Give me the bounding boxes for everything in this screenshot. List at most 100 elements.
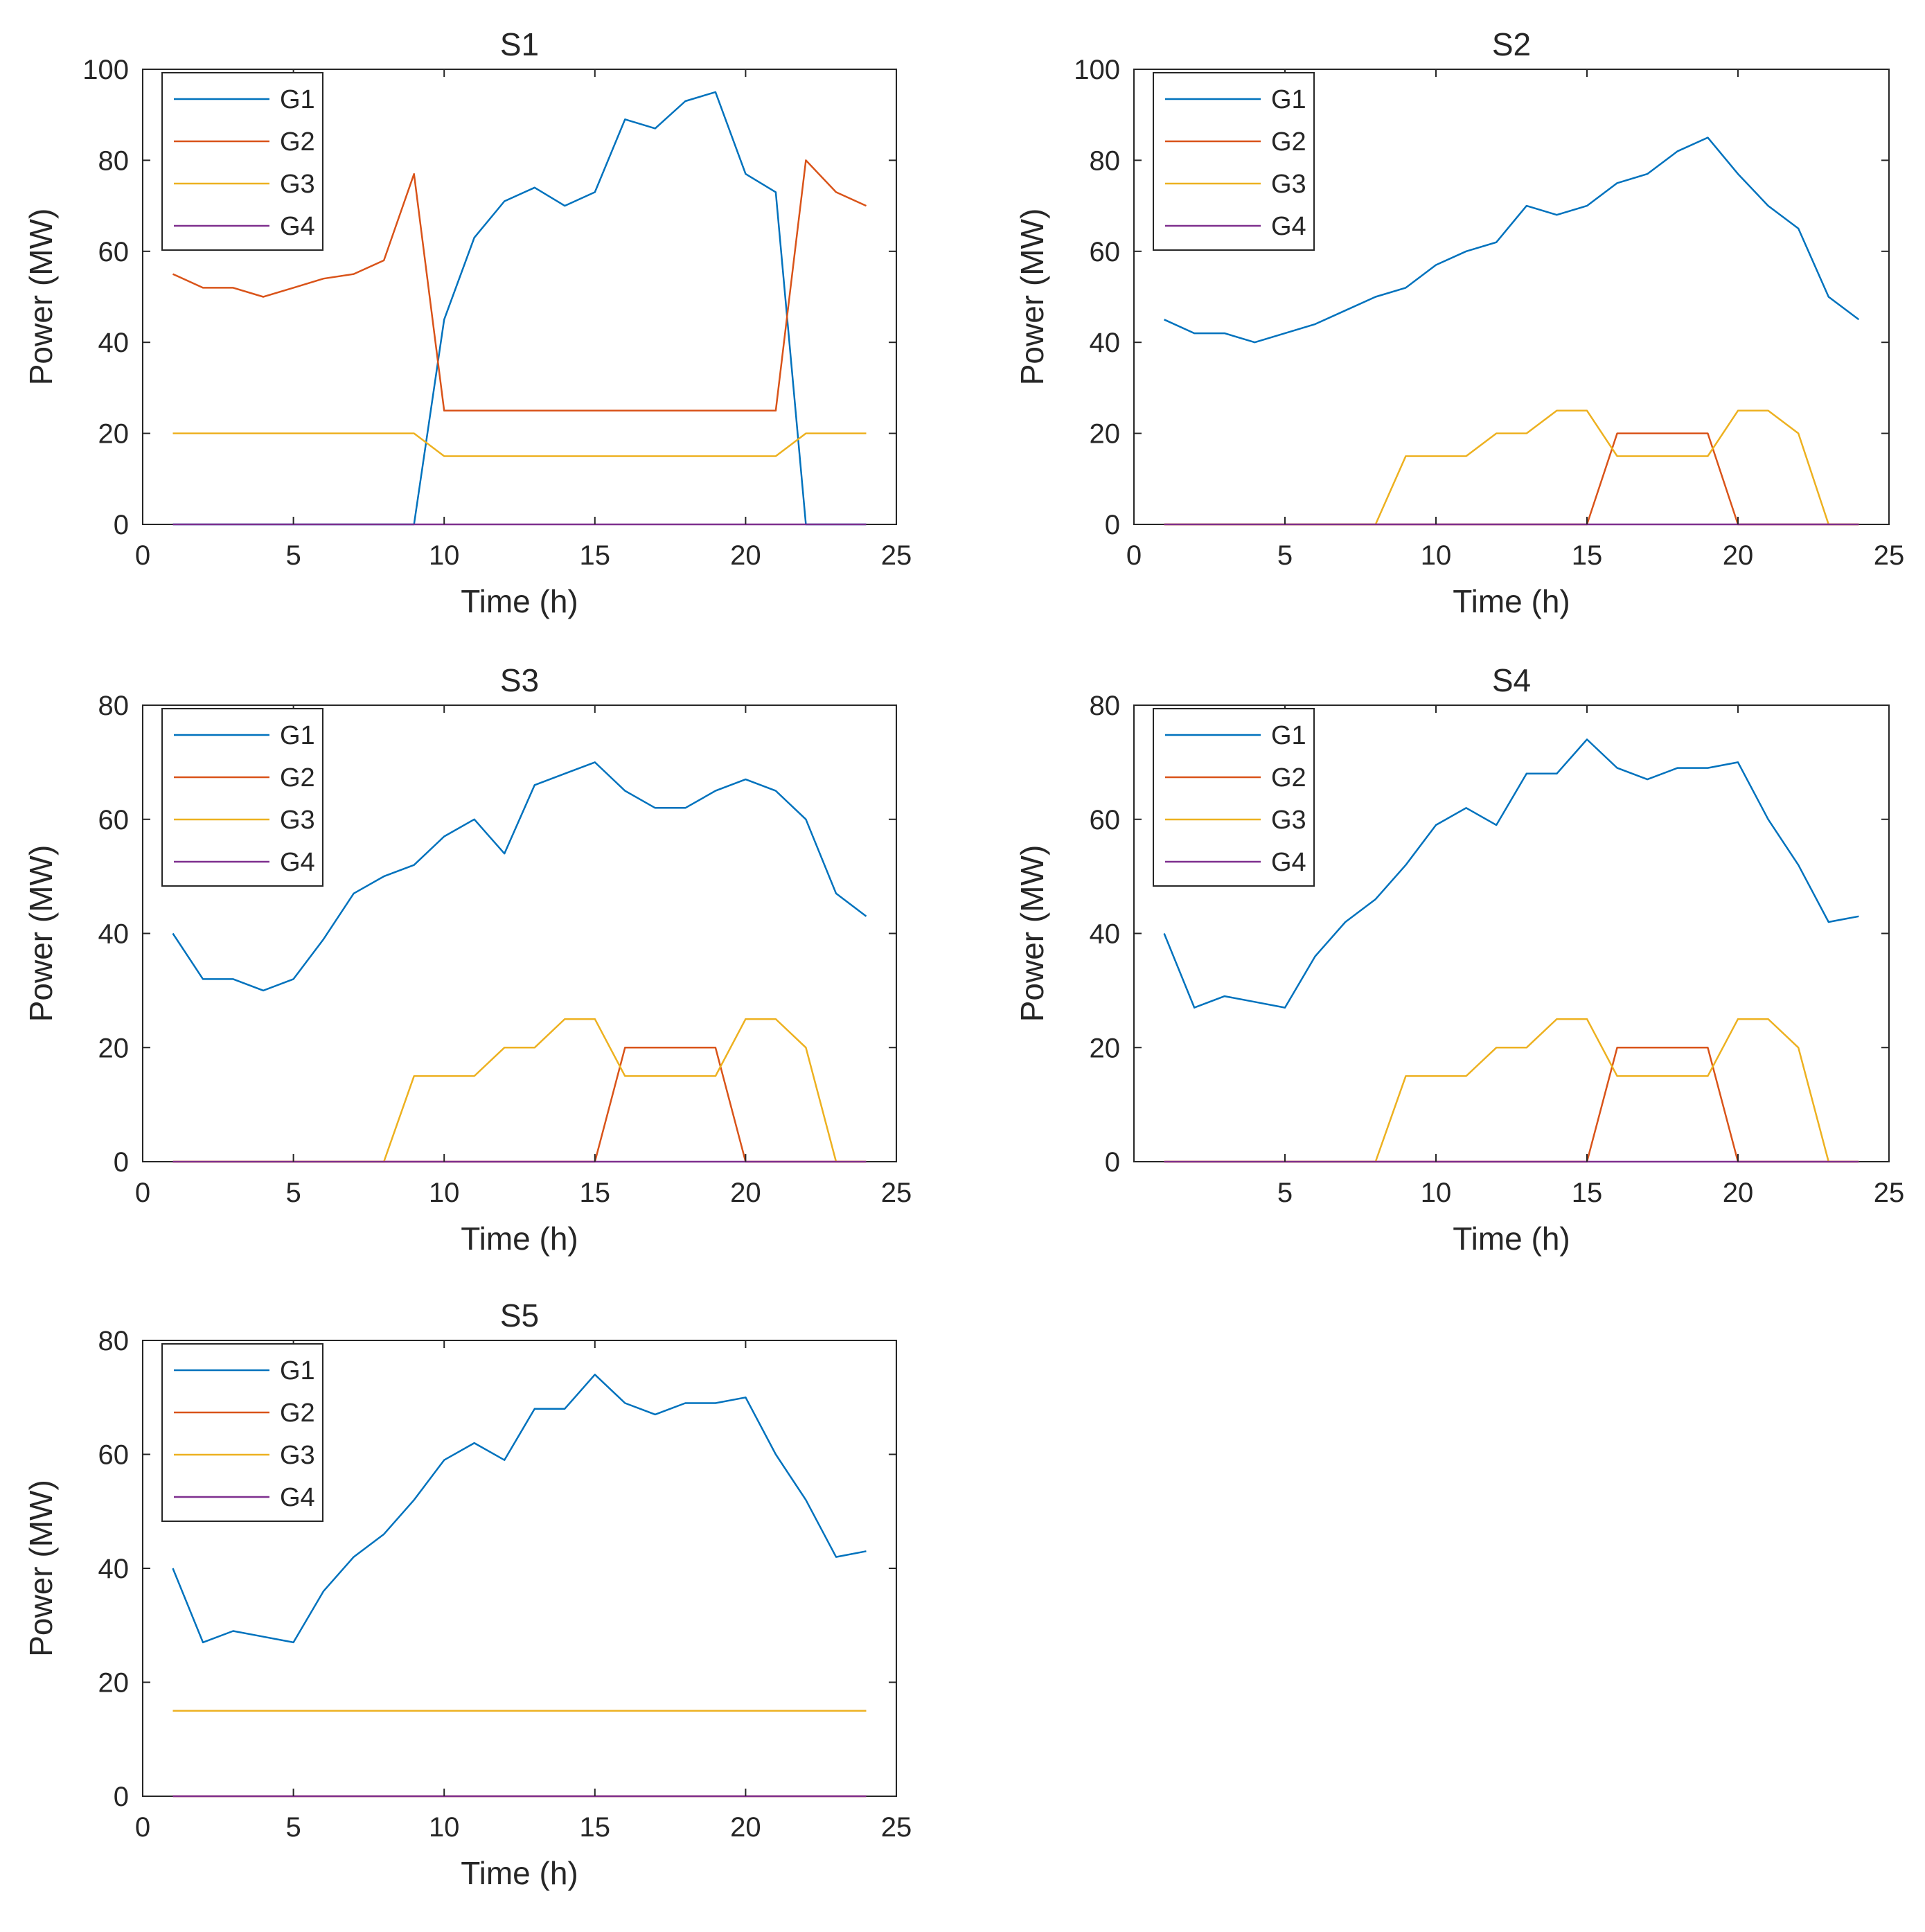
- y-tick-label: 0: [1105, 510, 1120, 540]
- legend-label-g4: G4: [1271, 848, 1306, 877]
- x-tick-label: 25: [881, 1812, 912, 1843]
- x-axis-label: Time (h): [1453, 1221, 1570, 1257]
- x-tick-label: 15: [580, 1812, 611, 1843]
- series-line-g1: [172, 1374, 867, 1644]
- x-tick-label: 20: [730, 1812, 761, 1843]
- y-tick-label: 20: [98, 419, 130, 450]
- x-tick-label: 25: [881, 540, 912, 571]
- y-tick-label: 40: [98, 1554, 130, 1584]
- x-tick-label: 15: [1572, 540, 1603, 571]
- x-tick-label: 5: [1277, 540, 1293, 571]
- series-line-g1: [1164, 136, 1860, 344]
- legend-label-g1: G1: [1271, 85, 1306, 114]
- x-tick-label: 15: [1572, 1178, 1603, 1208]
- legend-label-g3: G3: [1271, 806, 1306, 835]
- y-tick-label: 80: [1090, 691, 1121, 721]
- x-axis-label: Time (h): [461, 583, 578, 619]
- legend-label-g3: G3: [280, 806, 315, 835]
- chart-title: S3: [500, 662, 539, 698]
- legend-label-g4: G4: [280, 848, 315, 877]
- y-tick-label: 60: [1090, 805, 1121, 835]
- legend-label-g3: G3: [280, 170, 315, 199]
- x-tick-label: 15: [580, 1178, 611, 1208]
- legend-box: [161, 72, 323, 251]
- legend-label-g2: G2: [280, 127, 315, 157]
- y-tick-label: 80: [1090, 145, 1121, 176]
- x-tick-label: 25: [1874, 540, 1905, 571]
- y-tick-label: 0: [114, 510, 129, 540]
- y-tick-label: 20: [1090, 1033, 1121, 1063]
- chart-title: S2: [1492, 26, 1531, 62]
- y-tick-label: 0: [114, 1782, 129, 1812]
- y-tick-label: 0: [1105, 1147, 1120, 1178]
- legend-label-g1: G1: [280, 721, 315, 750]
- legend-label-g2: G2: [1271, 127, 1306, 157]
- legend-box: [161, 708, 323, 887]
- chart-panel-s1: 0 5 10 15 20 25 0 20 40 60 80 100 S1 Time (h) Power (M…: [23, 26, 912, 619]
- legend: G1 G2 G3 G4: [161, 72, 323, 251]
- chart-panel-s3: 0 5 10 15 20 25 0 20 40 60 80 S3 Time (h) Power (MW) G…: [23, 662, 912, 1257]
- y-tick-label: 0: [114, 1147, 129, 1178]
- x-tick-label: 10: [429, 1178, 460, 1208]
- x-tick-label: 20: [730, 540, 761, 571]
- legend-label-g4: G4: [280, 212, 315, 241]
- legend-label-g4: G4: [280, 1483, 315, 1512]
- series-line-g2: [172, 159, 867, 412]
- x-tick-label: 20: [730, 1178, 761, 1208]
- y-tick-label: 60: [98, 1440, 130, 1471]
- y-tick-label: 60: [98, 805, 130, 835]
- x-tick-label: 25: [1874, 1178, 1905, 1208]
- x-tick-label: 25: [881, 1178, 912, 1208]
- x-tick-label: 0: [1126, 540, 1142, 571]
- legend: G1 G2 G3 G4: [161, 708, 323, 887]
- y-axis-label: Power (MW): [23, 209, 59, 386]
- x-tick-label: 10: [429, 1812, 460, 1843]
- legend: G1 G2 G3 G4: [1153, 72, 1315, 251]
- legend-label-g1: G1: [1271, 721, 1306, 750]
- chart-panel-s2: 0 5 10 15 20 25 0 20 40 60 80 100 S2 Time (h) Power (M…: [1014, 26, 1904, 619]
- y-tick-label: 20: [1090, 419, 1121, 450]
- y-tick-label: 80: [98, 691, 130, 721]
- legend-box: [161, 1343, 323, 1522]
- legend: G1 G2 G3 G4: [1153, 708, 1315, 887]
- y-tick-label: 80: [98, 1326, 130, 1356]
- x-tick-label: 5: [285, 540, 301, 571]
- legend-label-g4: G4: [1271, 212, 1306, 241]
- x-tick-label: 10: [1421, 540, 1452, 571]
- series-line-g1: [1163, 738, 1859, 1009]
- legend-label-g2: G2: [280, 763, 315, 792]
- series-line-g3: [172, 432, 867, 457]
- y-tick-label: 60: [1090, 237, 1121, 267]
- chart-title: S1: [500, 26, 539, 62]
- legend-label-g2: G2: [280, 1399, 315, 1428]
- y-tick-label: 40: [1090, 328, 1121, 358]
- y-tick-label: 20: [98, 1668, 130, 1699]
- x-axis-label: Time (h): [461, 1221, 578, 1257]
- chart-title: S4: [1492, 662, 1531, 698]
- y-tick-label: 40: [98, 919, 130, 950]
- x-tick-label: 0: [135, 540, 150, 571]
- y-tick-label: 20: [98, 1033, 130, 1063]
- x-tick-label: 20: [1723, 1178, 1754, 1208]
- chart-panel-s4: 5 10 15 20 25 0 20 40 60 80 S4 Time (h) Power (MW) G1…: [1014, 662, 1904, 1257]
- legend-label-g1: G1: [280, 85, 315, 114]
- x-axis-label: Time (h): [461, 1855, 578, 1891]
- series-line-g1: [172, 761, 867, 992]
- legend-label-g2: G2: [1271, 763, 1306, 792]
- x-tick-label: 10: [429, 540, 460, 571]
- y-tick-label: 100: [82, 55, 129, 85]
- x-tick-label: 5: [1277, 1178, 1293, 1208]
- x-tick-label: 0: [135, 1178, 150, 1208]
- y-axis-label: Power (MW): [1014, 209, 1050, 386]
- chart-title: S5: [500, 1297, 539, 1333]
- legend: G1 G2 G3 G4: [161, 1343, 323, 1522]
- x-tick-label: 5: [285, 1178, 301, 1208]
- x-tick-label: 5: [285, 1812, 301, 1843]
- y-axis-label: Power (MW): [1014, 845, 1050, 1022]
- legend-label-g3: G3: [280, 1441, 315, 1470]
- legend-label-g1: G1: [280, 1356, 315, 1385]
- x-tick-label: 20: [1723, 540, 1754, 571]
- legend-box: [1153, 708, 1315, 887]
- y-axis-label: Power (MW): [23, 845, 59, 1022]
- x-tick-label: 0: [135, 1812, 150, 1843]
